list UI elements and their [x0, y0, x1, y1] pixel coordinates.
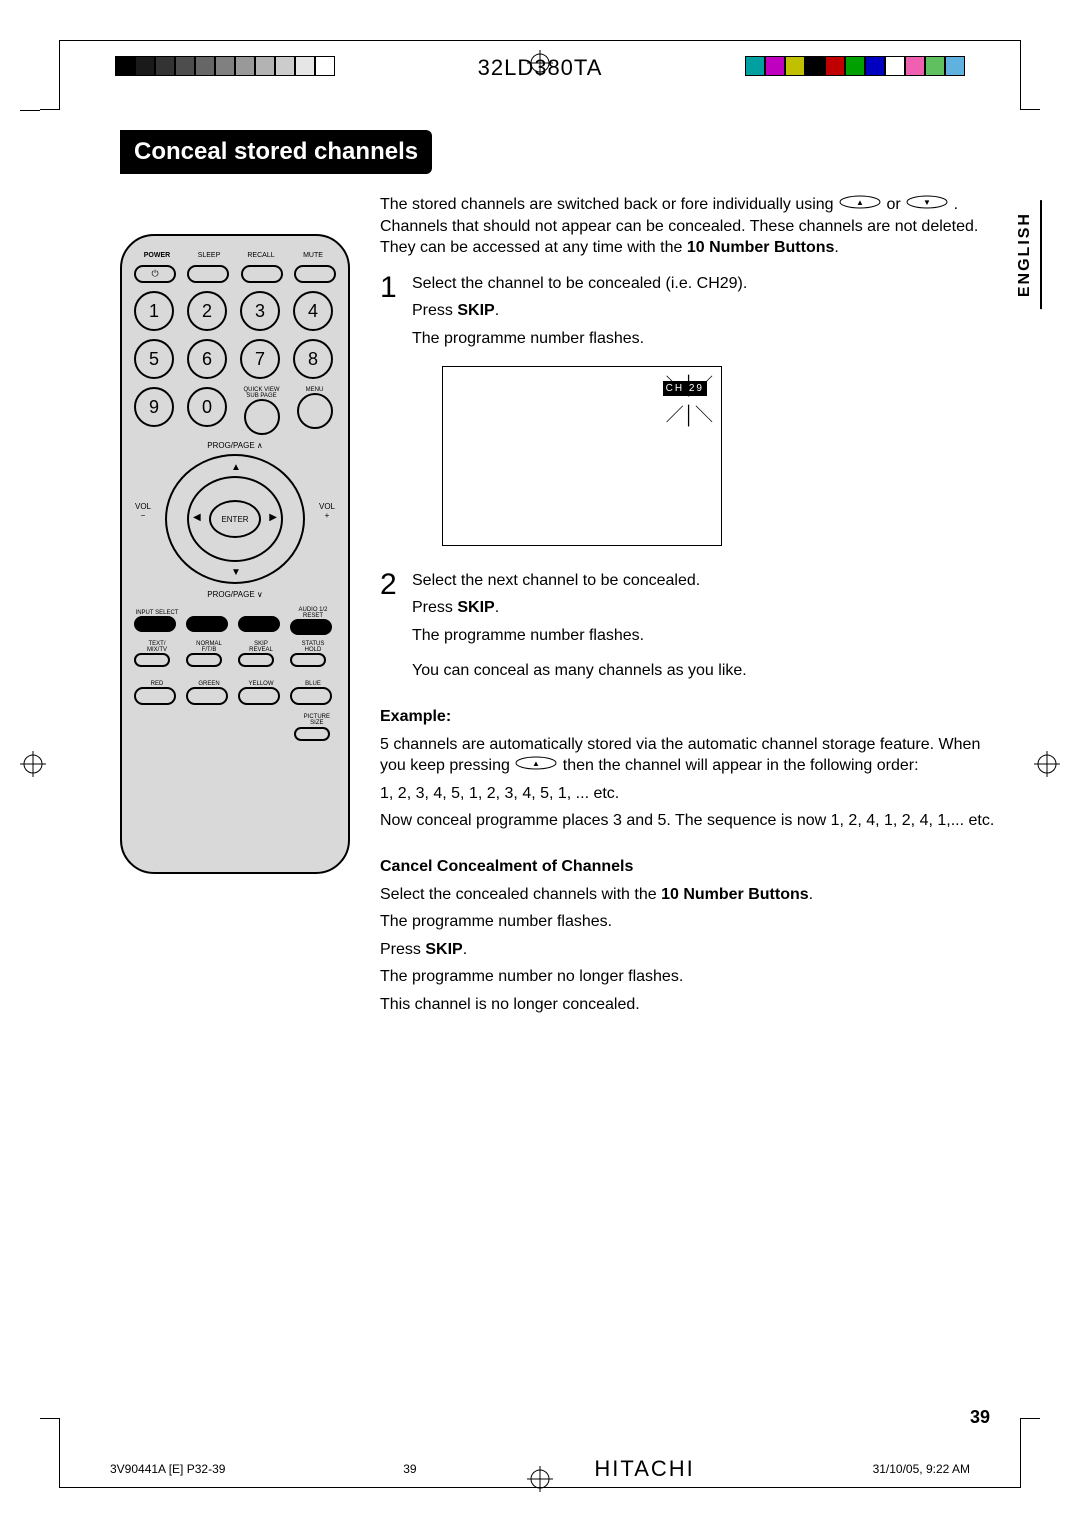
- remote-label: POWER: [134, 252, 180, 259]
- menu-button: [297, 393, 333, 429]
- step-1: 1 Select the channel to be concealed (i.…: [380, 273, 1000, 556]
- remote-button: [186, 616, 228, 632]
- remote-label: SLEEP: [186, 252, 232, 259]
- step-text: Press SKIP.: [412, 597, 1000, 619]
- intro-text: The stored channels are switched back or…: [380, 194, 1000, 259]
- power-button: ⏻: [134, 265, 176, 283]
- down-arrow-icon: ▼: [905, 194, 949, 216]
- step-number: 2: [380, 570, 402, 688]
- remote-label: TEXT/ MIX/TV: [134, 641, 180, 653]
- up-arrow-icon: ▲: [514, 755, 558, 777]
- cancel-text: Select the concealed channels with the 1…: [380, 884, 1000, 906]
- audio-reset-button: [290, 619, 332, 635]
- remote-label: NORMAL F/T/B: [186, 641, 232, 653]
- remote-label: STATUS HOLD: [290, 641, 336, 653]
- footer-mid: 39: [403, 1462, 416, 1476]
- svg-text:▼: ▼: [923, 198, 931, 207]
- footer-left: 3V90441A [E] P32-39: [110, 1462, 225, 1476]
- status-button: [290, 653, 326, 667]
- remote-label: PROG/PAGE ∨: [134, 590, 336, 599]
- step-text: You can conceal as many channels as you …: [412, 660, 1000, 682]
- footer: 3V90441A [E] P32-39 39 HITACHI 31/10/05,…: [110, 1456, 970, 1482]
- remote-label: RECALL: [238, 252, 284, 259]
- remote-button: [238, 616, 280, 632]
- section-title: Conceal stored channels: [120, 130, 432, 174]
- example-heading: Example:: [380, 706, 1000, 728]
- remote-label: PICTURE SIZE: [304, 714, 330, 726]
- remote-label: PROG/PAGE ∧: [134, 441, 336, 450]
- num-button: 5: [134, 339, 174, 379]
- quickview-button: [244, 399, 280, 435]
- svg-text:▲: ▲: [856, 198, 864, 207]
- remote-label: MUTE: [290, 252, 336, 259]
- mute-button: [294, 265, 336, 283]
- remote-illustration: POWER SLEEP RECALL MUTE ⏻ 1 2 3 4 5: [120, 234, 350, 874]
- skip-button: [238, 653, 274, 667]
- up-arrow-icon: ▲: [838, 194, 882, 216]
- step-text: Press SKIP.: [412, 300, 1000, 322]
- text-button: [134, 653, 170, 667]
- step-text: The programme number flashes.: [412, 328, 1000, 350]
- example-text: Now conceal programme places 3 and 5. Th…: [380, 810, 1000, 832]
- remote-label: MENU: [293, 387, 336, 393]
- tv-screen-illustration: ＼│／ CH 29 ／│＼: [442, 366, 722, 546]
- remote-label: VOL +: [319, 502, 335, 520]
- num-button: 6: [187, 339, 227, 379]
- normal-button: [186, 653, 222, 667]
- num-button: 9: [134, 387, 174, 427]
- step-text: Select the next channel to be concealed.: [412, 570, 1000, 592]
- step-number: 1: [380, 273, 402, 556]
- flash-icon: ／│＼: [666, 403, 713, 427]
- input-select-button: [134, 616, 176, 632]
- picture-size-button: [294, 727, 330, 741]
- cancel-text: This channel is no longer concealed.: [380, 994, 1000, 1016]
- num-button: 0: [187, 387, 227, 427]
- num-button: 7: [240, 339, 280, 379]
- enter-button: ENTER: [209, 500, 261, 538]
- crop-mark: [40, 1418, 60, 1488]
- example-text: 1, 2, 3, 4, 5, 1, 2, 3, 4, 5, 1, ... etc…: [380, 783, 1000, 805]
- step-text: Select the channel to be concealed (i.e.…: [412, 273, 1000, 295]
- cancel-heading: Cancel Concealment of Channels: [380, 856, 1000, 878]
- brand-logo: HITACHI: [594, 1456, 694, 1482]
- remote-label: INPUT SELECT: [134, 610, 180, 616]
- step-2: 2 Select the next channel to be conceale…: [380, 570, 1000, 688]
- registration-mark: [20, 751, 46, 777]
- recall-button: [241, 265, 283, 283]
- footer-right: 31/10/05, 9:22 AM: [873, 1462, 970, 1476]
- remote-label: AUDIO 1/2 RESET: [290, 607, 336, 619]
- yellow-button: [238, 687, 280, 705]
- crop-mark: [1020, 1418, 1040, 1488]
- sleep-button: [187, 265, 229, 283]
- num-button: 3: [240, 291, 280, 331]
- red-button: [134, 687, 176, 705]
- channel-indicator: CH 29: [663, 381, 707, 397]
- num-button: 1: [134, 291, 174, 331]
- num-button: 4: [293, 291, 333, 331]
- num-button: 8: [293, 339, 333, 379]
- green-button: [186, 687, 228, 705]
- example-text: 5 channels are automatically stored via …: [380, 734, 1000, 777]
- cancel-text: The programme number no longer flashes.: [380, 966, 1000, 988]
- num-button: 2: [187, 291, 227, 331]
- remote-label: SKIP REVEAL: [238, 641, 284, 653]
- page-number: 39: [970, 1407, 990, 1428]
- blue-button: [290, 687, 332, 705]
- step-text: The programme number flashes.: [412, 625, 1000, 647]
- cancel-text: Press SKIP.: [380, 939, 1000, 961]
- remote-label: QUICK VIEW SUB PAGE: [240, 387, 283, 399]
- svg-text:▲: ▲: [532, 759, 540, 768]
- dpad: VOL − VOL + ENTER ▲ ▼ ◀ ▶: [135, 454, 335, 584]
- remote-label: VOL −: [135, 502, 151, 520]
- cancel-text: The programme number flashes.: [380, 911, 1000, 933]
- registration-mark: [1034, 751, 1060, 777]
